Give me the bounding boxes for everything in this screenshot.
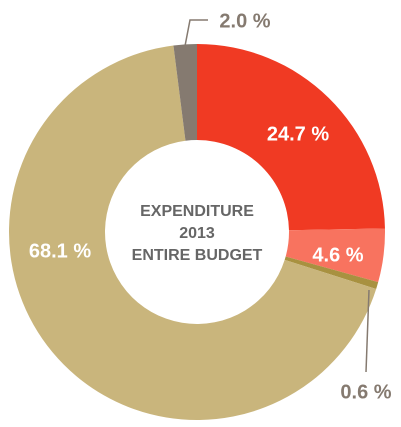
value-label: 0.6 % — [340, 381, 391, 403]
donut-segment — [284, 256, 379, 289]
center-line: ENTIRE BUDGET — [132, 247, 263, 264]
center-line: EXPENDITURE — [140, 203, 254, 220]
leader-line — [184, 19, 208, 47]
value-label: 68.1 % — [29, 240, 91, 262]
donut-segment — [197, 44, 385, 231]
center-text: EXPENDITURE 2013 ENTIRE BUDGET — [132, 203, 263, 264]
value-label: 4.6 % — [312, 244, 363, 266]
value-label: 24.7 % — [267, 123, 329, 145]
center-line: 2013 — [179, 225, 215, 242]
leader-line — [365, 289, 370, 373]
donut-segment — [285, 228, 386, 283]
value-label: 2.0 % — [219, 10, 270, 32]
donut-segment — [8, 45, 377, 421]
donut-segment — [173, 44, 197, 141]
